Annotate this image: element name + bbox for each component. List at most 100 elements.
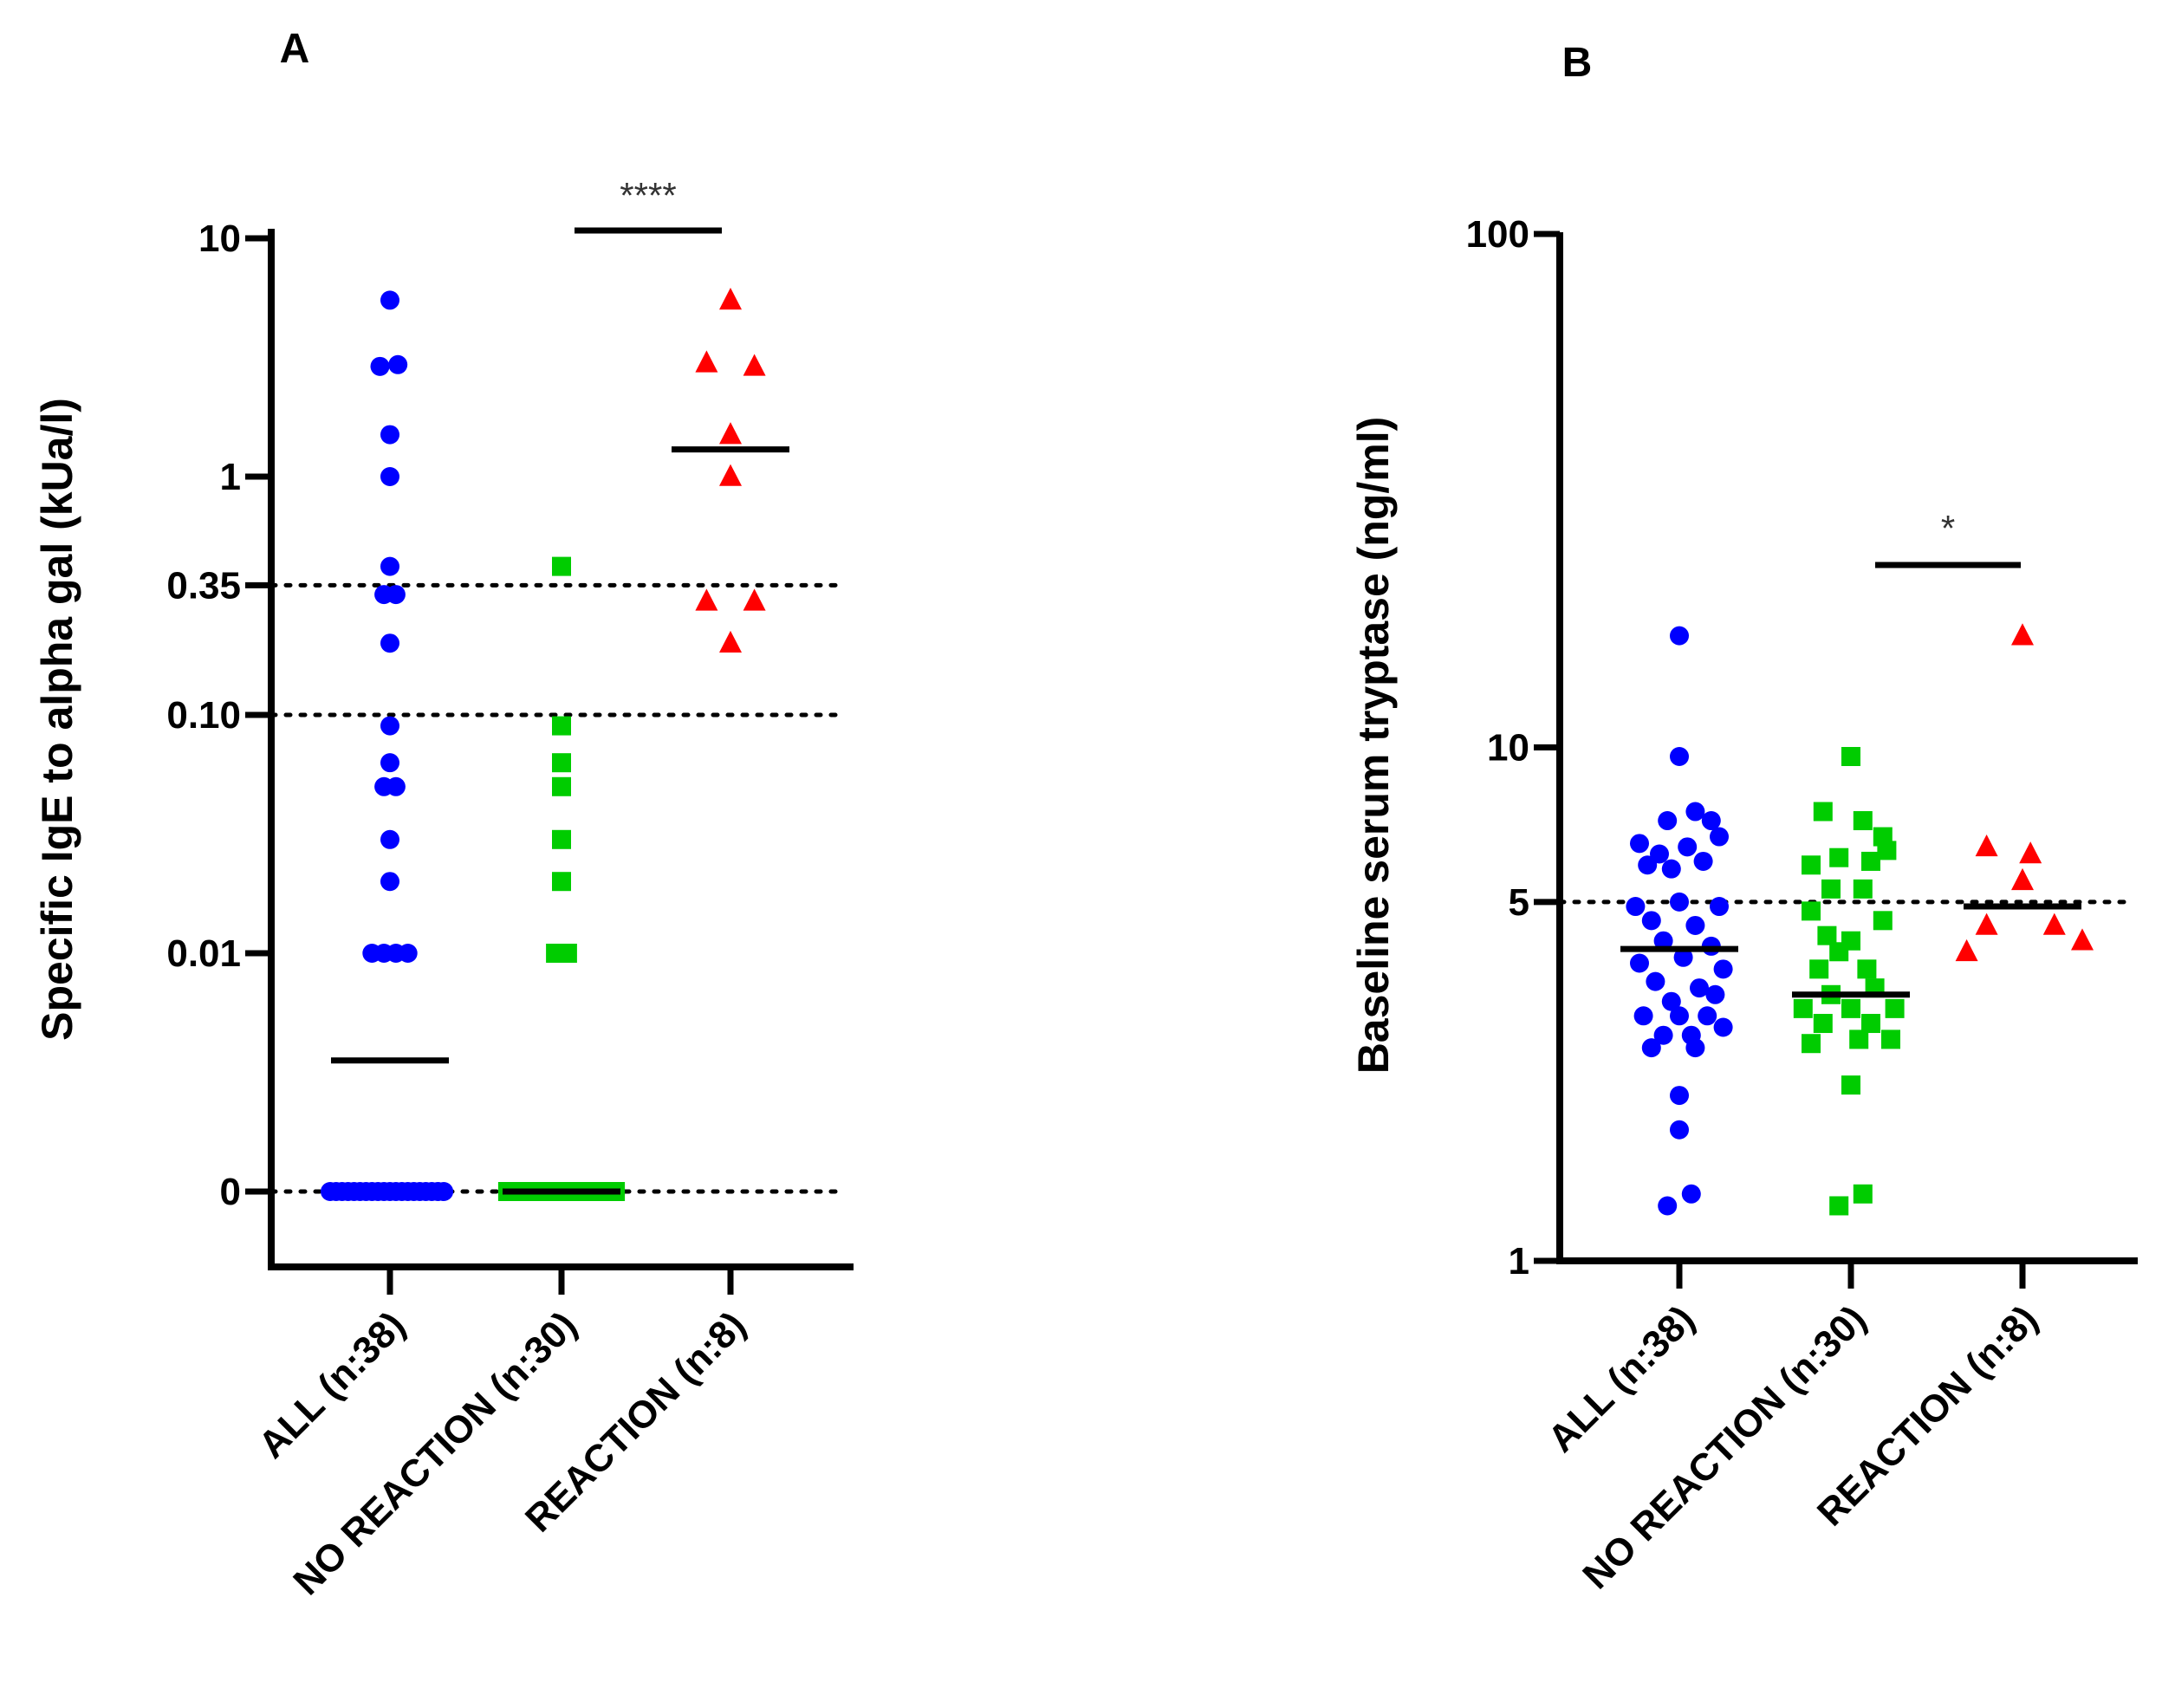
data-point — [1670, 626, 1689, 646]
data-point — [1841, 1075, 1860, 1095]
y-axis-title: Specific IgE to alpha gal (kUa/l) — [33, 398, 81, 1041]
data-point — [552, 753, 571, 773]
y-tick-label: 10 — [1487, 727, 1529, 770]
data-point — [1853, 879, 1873, 899]
data-point — [552, 776, 571, 796]
y-tick-label: 0 — [220, 1171, 241, 1213]
data-point — [1685, 1038, 1705, 1058]
data-point — [1975, 834, 1998, 857]
data-point — [743, 588, 766, 611]
data-point — [370, 356, 390, 376]
y-tick-label: 100 — [1466, 213, 1529, 256]
panel-label: B — [1562, 40, 1593, 86]
data-point — [1857, 959, 1877, 979]
data-point — [552, 829, 571, 849]
data-point — [1809, 959, 1829, 979]
data-point — [1853, 811, 1873, 831]
data-point — [1841, 747, 1860, 767]
data-point — [386, 776, 406, 796]
data-point — [1638, 855, 1658, 875]
significance-label: **** — [620, 175, 676, 216]
data-point — [380, 467, 399, 486]
data-point — [1693, 851, 1713, 871]
data-point — [719, 422, 742, 445]
y-tick-label: 10 — [198, 218, 241, 260]
data-point — [1670, 747, 1689, 767]
data-point — [1670, 1086, 1689, 1106]
data-point — [1670, 1006, 1689, 1026]
data-point — [1829, 848, 1849, 867]
data-point — [1849, 1029, 1869, 1049]
data-point — [1698, 1006, 1717, 1026]
x-tick-label: ALL (n:38) — [1540, 1297, 1703, 1460]
data-point — [1802, 901, 1821, 921]
data-point — [380, 872, 399, 892]
data-point — [1710, 827, 1729, 847]
x-tick-label: ALL (n:38) — [250, 1303, 413, 1466]
data-point — [1661, 859, 1681, 879]
y-tick-label: 0.35 — [166, 564, 241, 607]
data-point — [719, 464, 742, 486]
data-point — [1685, 802, 1705, 822]
data-point — [1626, 897, 1646, 917]
data-point — [695, 588, 718, 611]
data-point — [2071, 928, 2094, 951]
data-point — [380, 425, 399, 445]
data-point — [1861, 1014, 1880, 1034]
chart-panel-a: A 10 1 0.35 0.10 0.01 0 Specific IgE to alpha g… — [33, 26, 854, 1603]
data-point — [1813, 1014, 1833, 1034]
y-tick-label: 0.10 — [166, 694, 241, 737]
data-point — [1630, 834, 1649, 854]
x-tick-label: NO REACTION (n:30) — [1574, 1297, 1874, 1597]
panel-label: A — [280, 26, 310, 72]
data-point — [719, 288, 742, 310]
data-point — [557, 944, 577, 963]
chart-panel-b: B 100 10 5 1 Baseline serum tryptase (ng/ml) A… — [1349, 40, 2138, 1597]
data-point — [1821, 879, 1841, 899]
y-tick-label: 1 — [1509, 1240, 1529, 1283]
data-point — [434, 1182, 454, 1201]
data-point — [388, 354, 408, 374]
data-point — [380, 753, 399, 773]
data-point — [1653, 931, 1673, 951]
data-point — [1881, 1029, 1900, 1049]
data-point — [380, 633, 399, 653]
data-point — [1955, 938, 1978, 962]
data-point — [1841, 998, 1860, 1018]
data-point — [1658, 811, 1678, 831]
data-point — [1630, 953, 1649, 973]
data-point — [719, 630, 742, 653]
data-point — [552, 716, 571, 736]
data-point — [1710, 897, 1729, 917]
y-tick-label: 5 — [1509, 881, 1529, 924]
data-point — [2011, 623, 2034, 646]
data-point — [1646, 971, 1665, 991]
y-tick-label: 1 — [220, 456, 241, 498]
data-point — [1673, 947, 1693, 967]
data-point — [2011, 867, 2034, 891]
data-point — [1661, 991, 1681, 1011]
data-point — [2042, 912, 2066, 935]
data-point — [1877, 841, 1897, 860]
data-point — [743, 354, 766, 376]
data-point — [1690, 978, 1709, 998]
data-point — [1658, 1196, 1678, 1216]
data-point — [1829, 942, 1849, 962]
data-point — [386, 585, 406, 605]
data-point — [1705, 984, 1725, 1004]
data-point — [1650, 844, 1669, 864]
data-point — [1802, 855, 1821, 875]
data-point — [695, 350, 718, 373]
data-point — [1829, 1196, 1849, 1216]
data-point — [1685, 915, 1705, 935]
data-point — [1861, 851, 1880, 871]
y-tick-label: 0.01 — [166, 932, 241, 975]
data-point — [552, 556, 571, 576]
data-point — [380, 829, 399, 849]
data-point — [1653, 1025, 1673, 1045]
data-point — [380, 556, 399, 576]
data-point — [1670, 1120, 1689, 1140]
data-point — [1678, 837, 1698, 857]
y-axis-title: Baseline serum tryptase (ng/ml) — [1349, 417, 1398, 1075]
data-point — [1641, 911, 1661, 931]
